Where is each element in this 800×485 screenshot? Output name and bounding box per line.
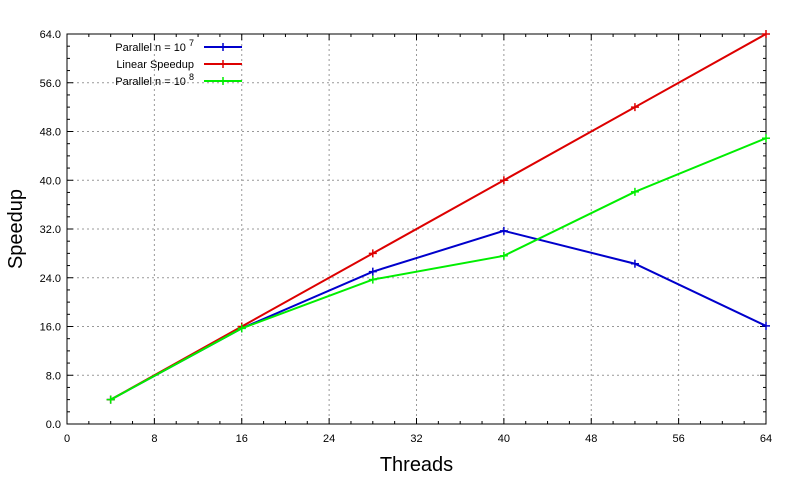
x-tick-label: 32 bbox=[410, 433, 422, 445]
data-point bbox=[762, 134, 770, 143]
y-tick-label: 48.0 bbox=[40, 127, 61, 139]
series-0 bbox=[106, 226, 770, 404]
legend-item: Parallel n = 10 7 bbox=[115, 38, 242, 54]
legend-label: Linear Speedup bbox=[116, 59, 194, 71]
y-tick-label: 56.0 bbox=[40, 78, 61, 90]
x-tick-label: 16 bbox=[236, 433, 248, 445]
y-tick-label: 32.0 bbox=[40, 224, 61, 236]
series-lines bbox=[106, 30, 770, 404]
data-point bbox=[499, 226, 508, 235]
y-tick-label: 16.0 bbox=[40, 322, 61, 334]
y-tick-label: 0.0 bbox=[46, 419, 61, 431]
y-tick-label: 24.0 bbox=[40, 273, 61, 285]
data-point bbox=[368, 267, 377, 276]
data-point bbox=[368, 275, 377, 284]
legend-label: Parallel n = 10 7 bbox=[115, 38, 194, 54]
legend-label: Parallel n = 10 8 bbox=[115, 72, 194, 88]
data-point bbox=[630, 259, 639, 268]
series-line bbox=[110, 33, 767, 401]
y-tick-label: 40.0 bbox=[40, 175, 61, 187]
data-point bbox=[106, 395, 115, 404]
data-point bbox=[630, 187, 639, 196]
series-line bbox=[110, 229, 767, 401]
data-point bbox=[630, 103, 639, 112]
data-point bbox=[368, 249, 377, 258]
x-tick-label: 0 bbox=[64, 433, 70, 445]
legend-item: Linear Speedup bbox=[116, 59, 242, 71]
y-tick-label: 8.0 bbox=[46, 370, 61, 382]
data-point bbox=[499, 176, 508, 185]
legend: Parallel n = 10 7 Linear SpeedupParallel … bbox=[115, 38, 242, 88]
y-axis-title: Speedup bbox=[5, 189, 27, 269]
data-point bbox=[499, 251, 508, 260]
axis-ticks: 0 8 16 24 32 40 48 56 64 0.0 8.0 16.0 24.0 32.0 40.0 48… bbox=[40, 29, 773, 445]
x-tick-label: 8 bbox=[151, 433, 157, 445]
data-point bbox=[237, 324, 246, 333]
x-tick-label: 56 bbox=[673, 433, 685, 445]
series-line bbox=[110, 137, 767, 401]
x-tick-label: 64 bbox=[760, 433, 772, 445]
legend-item: Parallel n = 10 8 bbox=[115, 72, 242, 88]
x-tick-label: 48 bbox=[585, 433, 597, 445]
data-point bbox=[762, 321, 770, 330]
data-point bbox=[762, 30, 770, 38]
y-tick-label: 64.0 bbox=[40, 29, 61, 41]
series-2 bbox=[106, 134, 770, 404]
x-tick-label: 40 bbox=[498, 433, 510, 445]
x-tick-label: 24 bbox=[323, 433, 335, 445]
x-axis-title: Threads bbox=[380, 454, 453, 476]
